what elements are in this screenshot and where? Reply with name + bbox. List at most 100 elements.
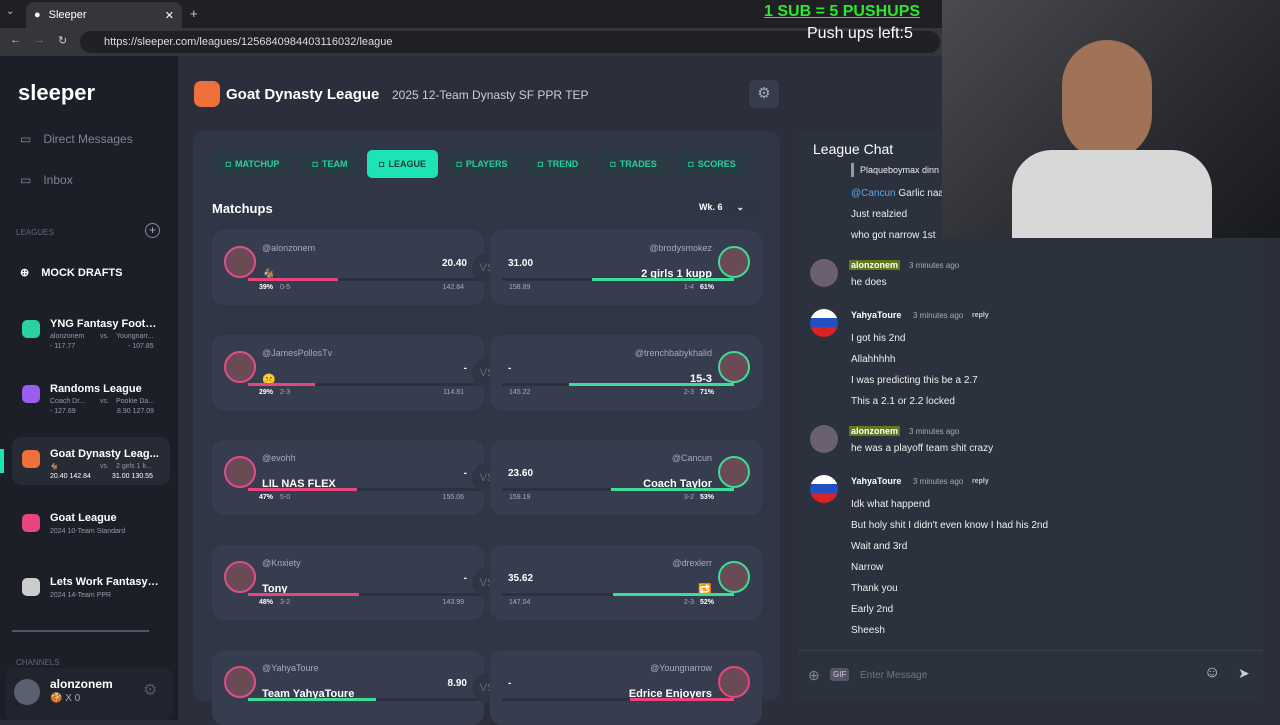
message: I was predicting this be a 2.7 [851, 375, 978, 386]
browser-tab[interactable]: ● Sleeper ✕ [26, 2, 182, 28]
label: 2 girls 1 k... [116, 463, 152, 470]
tab-label: LEAGUE [388, 159, 426, 169]
score: - [463, 573, 467, 584]
sidebar-league-yng[interactable]: YNG Fantasy Footb... alonzonem vs. Young… [22, 318, 172, 358]
tab-trend[interactable]: ◘ TREND [526, 150, 590, 178]
tab-players[interactable]: ◘ PLAYERS [445, 150, 519, 178]
matchup-left-team[interactable]: @alonzonem 🐐 20.40 39% 0-5 142.84 [212, 230, 484, 305]
message-input[interactable] [860, 664, 1190, 686]
chat-username[interactable]: YahyaToure [851, 476, 902, 486]
sidebar-league-goat[interactable]: Goat League 2024 10-Team Standard [22, 512, 172, 542]
tab-matchup[interactable]: ◘ MATCHUP [212, 150, 293, 178]
matchup-right-team[interactable]: @Cancun Coach Taylor 23.60 53% 3-2 159.1… [490, 440, 762, 515]
week-label: Wk. 6 [699, 202, 723, 212]
league-name: Goat League [50, 512, 117, 524]
matchup-left-team[interactable]: @YahyaToure Team YahyaToure 8.90 [212, 650, 484, 725]
direct-messages-link[interactable]: ▭ Direct Messages [20, 132, 133, 146]
win-prob-fill [629, 698, 734, 701]
add-icon[interactable]: ⊕ [808, 667, 820, 683]
label: 31.00 130.55 [112, 473, 153, 480]
chat-icon: ▭ [20, 132, 32, 146]
avatar[interactable] [14, 679, 40, 705]
league-settings-button[interactable]: ⚙ [749, 80, 779, 108]
week-select[interactable]: Wk. 6 ⌄ [690, 196, 760, 218]
label: Coach Dr... [50, 398, 86, 405]
mention[interactable]: @Cancun [851, 188, 896, 199]
matchup-left-team[interactable]: @evohh LIL NAS FLEX - 47% 5-0 155.06 [212, 440, 484, 515]
record: 3-2 [280, 599, 291, 606]
win-pct: 39% [259, 284, 274, 291]
win-prob-bar [502, 593, 734, 596]
back-icon[interactable]: ← [10, 34, 21, 46]
sleeper-logo[interactable]: sleeper [18, 80, 96, 105]
page-title: Goat Dynasty League [226, 86, 380, 103]
label: Inbox [43, 173, 73, 187]
message: Narrow [851, 562, 884, 573]
label: 🐐 [50, 464, 59, 471]
team-name: Edrice Enjoyers [628, 688, 712, 700]
owner-handle: @JamesPollosTv [262, 348, 333, 358]
label: Youngnarr... [116, 333, 154, 340]
sidebar-league-randoms[interactable]: Randoms League Coach Dr... vs. Pookie Da… [22, 383, 172, 423]
matchup-right-team[interactable]: @drexlerr 🔁 35.62 52% 2-3 147.04 [490, 545, 762, 620]
matchup-right-team[interactable]: @brodysmokez 2 girls 1 kupp 31.00 61% 1-… [490, 230, 762, 305]
message: Sheesh [851, 625, 885, 636]
tab-label: TRADES [619, 159, 657, 169]
tab-trades[interactable]: ◘ TRADES [597, 150, 670, 178]
matchup-right-team[interactable]: @Youngnarrow Edrice Enjoyers - [490, 650, 762, 725]
avatar[interactable] [810, 259, 838, 287]
league-logo-icon [194, 81, 220, 107]
tab-title: Sleeper [48, 9, 87, 21]
avatar[interactable] [810, 309, 838, 337]
win-pct: 48% [259, 599, 274, 606]
avatar[interactable] [810, 425, 838, 453]
matchup-right-team[interactable]: @trenchbabykhalid 15-3 - 71% 2-3 145.22 [490, 335, 762, 410]
chat-username[interactable]: alonzonem [849, 260, 901, 270]
message: Allahhhhh [851, 354, 896, 365]
tab-league[interactable]: ◘ LEAGUE [367, 150, 438, 178]
reload-icon[interactable]: ↻ [58, 35, 68, 47]
league-icon [22, 514, 40, 532]
emoji-icon[interactable]: ☺ [1204, 664, 1221, 681]
tab-team[interactable]: ◘ TEAM [300, 150, 360, 178]
matchup-left-team[interactable]: @JamesPollosTv 🤫 - 29% 2-3 114.81 [212, 335, 484, 410]
score: 20.40 [441, 258, 467, 269]
avatar[interactable] [810, 475, 838, 503]
win-pct: 47% [259, 494, 274, 501]
inbox-link[interactable]: ▭ Inbox [20, 173, 73, 187]
matchup-left-team[interactable]: @Knxiety Tony - 48% 3-2 143.99 [212, 545, 484, 620]
mock-drafts-link[interactable]: ⊕ MOCK DRAFTS [20, 266, 123, 280]
label: 8.90 127.09 [117, 408, 154, 415]
record: 3-2 [683, 494, 694, 501]
league-name: Goat Dynasty Leag... [50, 448, 159, 460]
score: - [463, 468, 467, 479]
win-prob-bar [248, 593, 480, 596]
add-league-icon[interactable]: + [145, 223, 160, 238]
gear-icon[interactable]: ⚙ [143, 682, 158, 699]
url-input[interactable]: https://sleeper.com/leagues/125684098440… [80, 31, 940, 53]
matchup-icon: ◘ [225, 159, 232, 169]
avatar [224, 561, 256, 593]
owner-handle: @trenchbabykhalid [634, 348, 712, 358]
forward-icon[interactable]: → [34, 34, 45, 46]
new-tab-icon[interactable]: + [190, 6, 198, 21]
sidebar-league-lets-work[interactable]: Lets Work Fantasy L... 2024 14-Team PPR [22, 576, 172, 606]
avatar [224, 351, 256, 383]
reply-link[interactable]: reply [972, 312, 989, 319]
chat-username[interactable]: alonzonem [849, 426, 901, 436]
streamer-shirt [1012, 150, 1212, 238]
sub-goal-text: 1 SUB = 5 PUSHUPS [764, 3, 921, 20]
chat-username[interactable]: YahyaToure [851, 310, 902, 320]
owner-handle: @alonzonem [262, 243, 316, 253]
reply-link[interactable]: reply [972, 478, 989, 485]
sidebar-league-goat-dynasty[interactable]: Goat Dynasty Leag... 🐐 vs. 2 girls 1 k..… [22, 448, 172, 488]
gif-button[interactable]: GIF [830, 668, 850, 681]
tab-list-icon[interactable]: ⌄ [6, 6, 15, 17]
send-icon[interactable]: ➤ [1238, 665, 1250, 681]
close-icon[interactable]: ✕ [164, 9, 174, 22]
tab-scores[interactable]: ◘ SCORES [676, 150, 748, 178]
label: 2024 14-Team PPR [50, 592, 112, 599]
avatar [224, 246, 256, 278]
projected: 159.19 [509, 494, 531, 501]
owner-handle: @Youngnarrow [650, 663, 712, 673]
